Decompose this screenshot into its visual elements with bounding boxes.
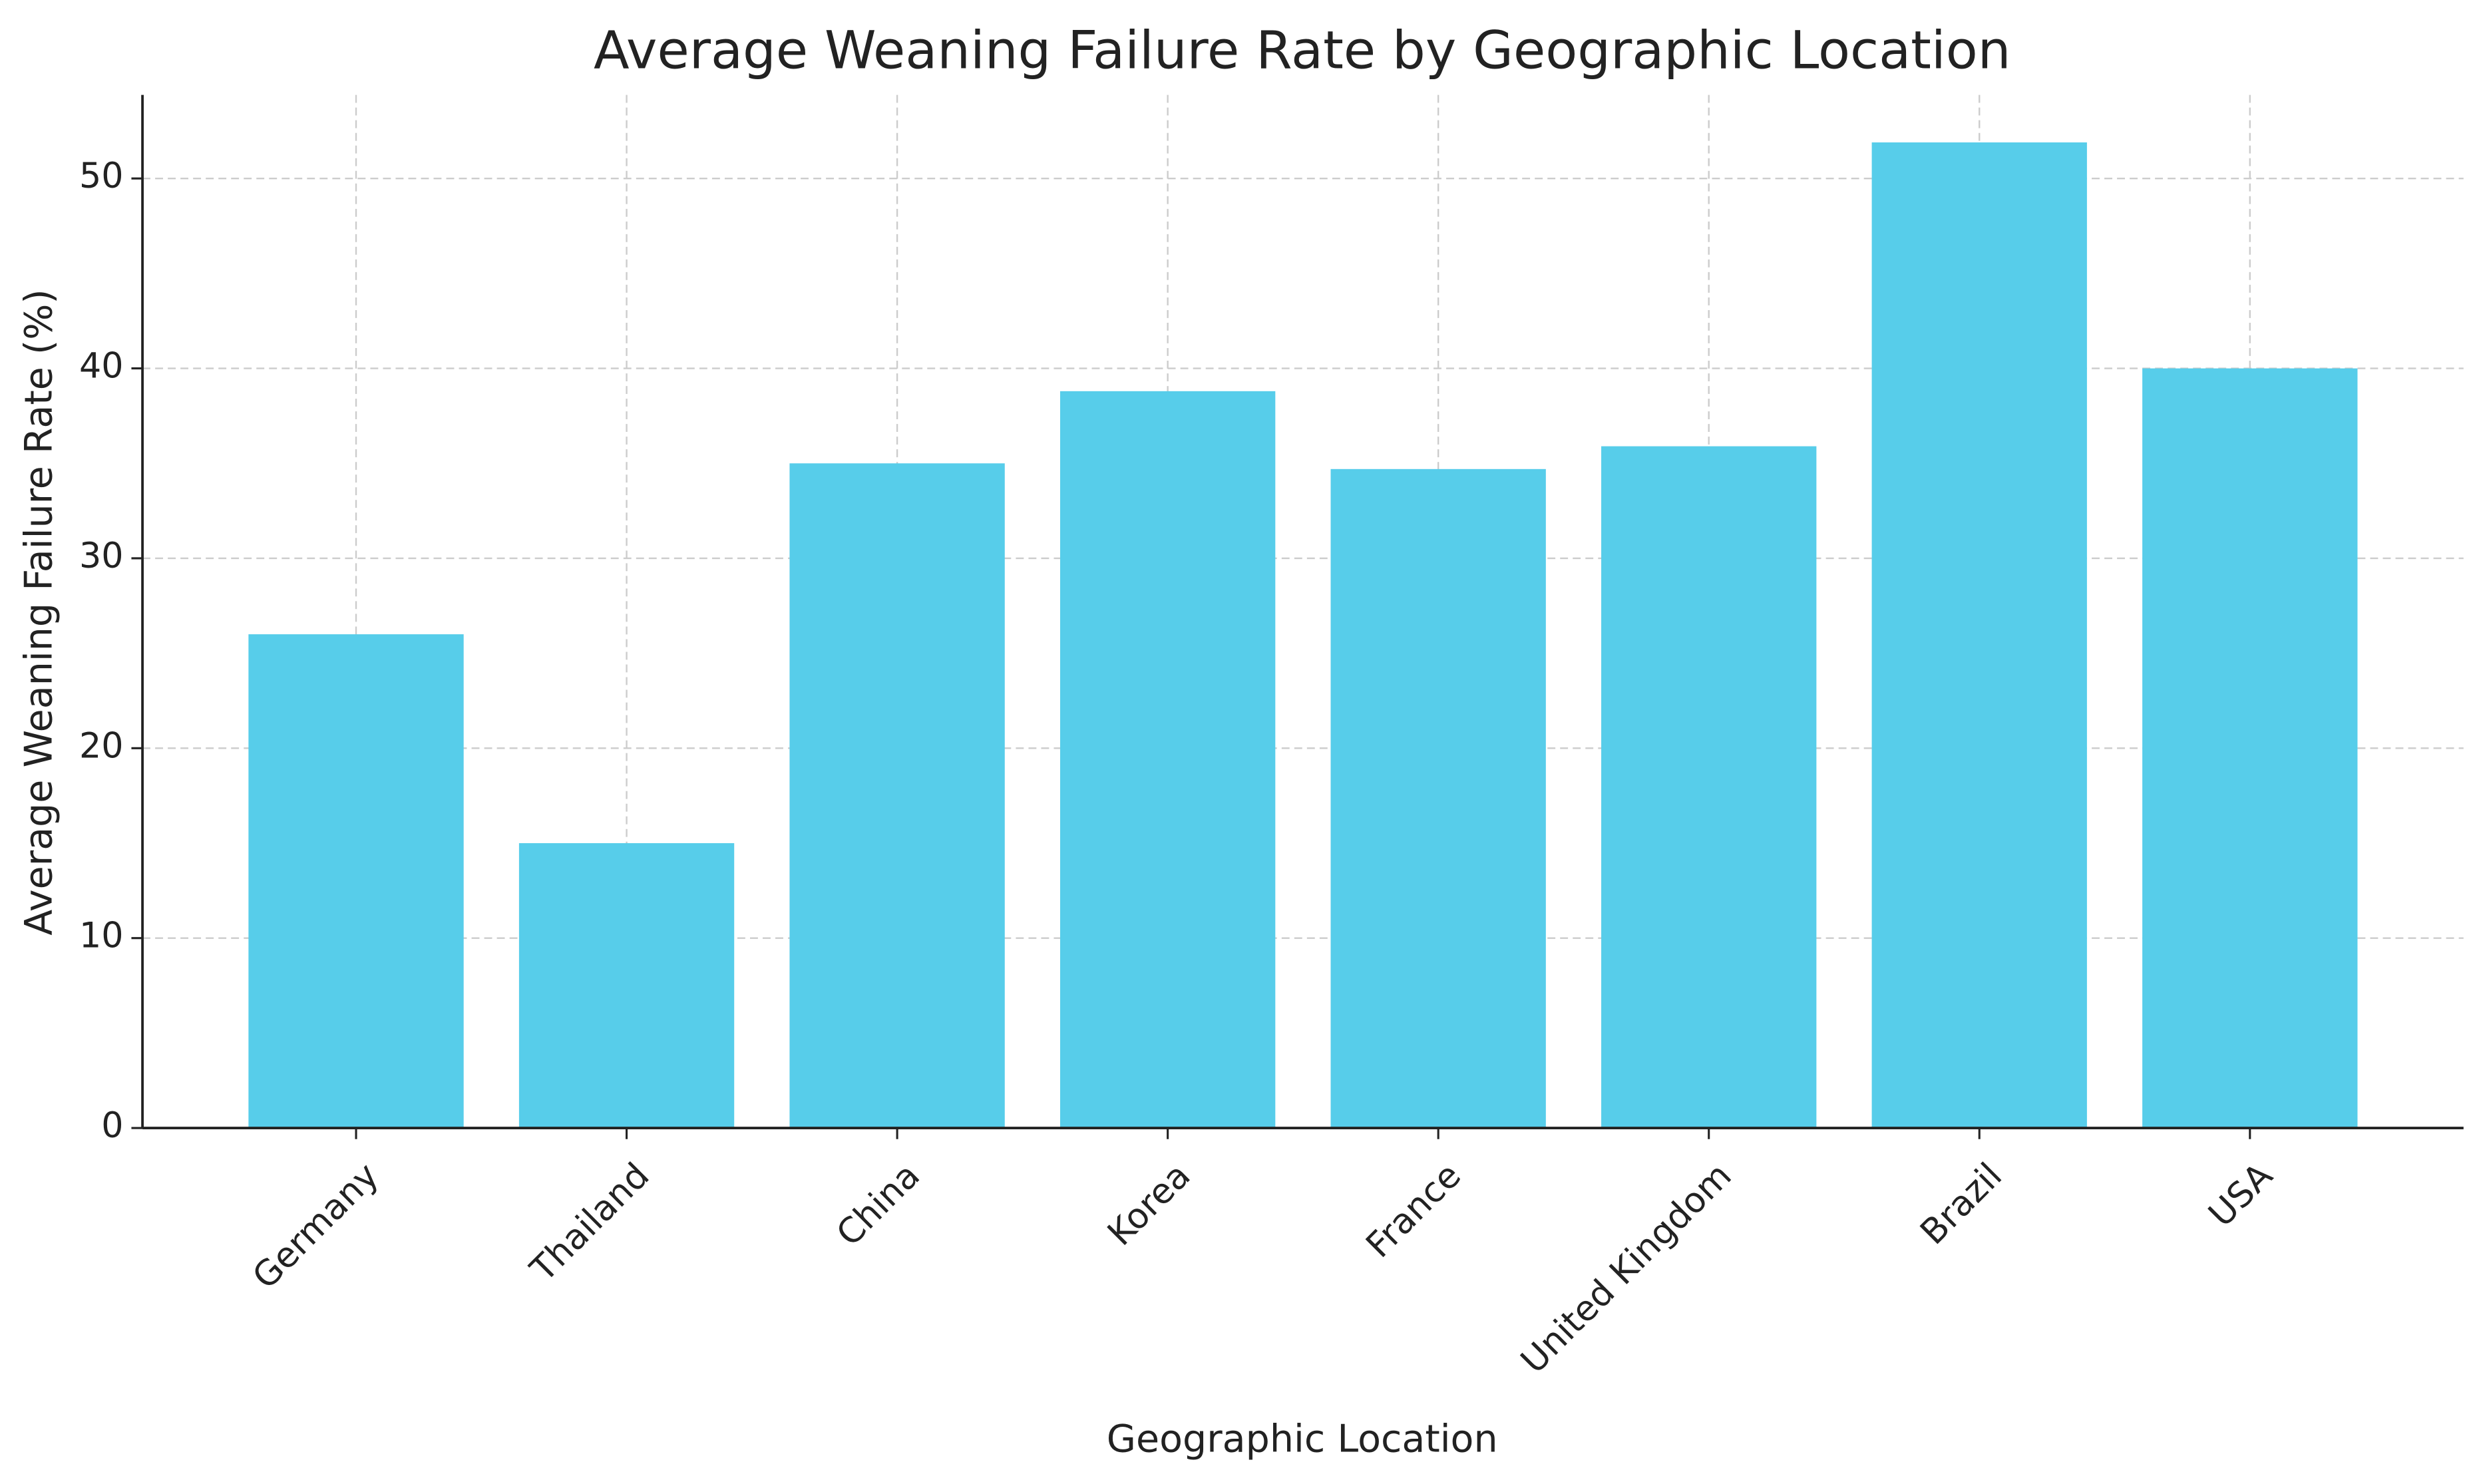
chart-title: Average Weaning Failure Rate by Geograph…	[594, 19, 2010, 81]
x-tick-label: Thailand	[522, 1155, 658, 1290]
bars	[248, 142, 2358, 1129]
x-tick-label: Korea	[1100, 1155, 1199, 1254]
x-tick-label: USA	[2201, 1155, 2281, 1235]
y-tick-label: 40	[79, 346, 124, 387]
grid	[142, 94, 2464, 1129]
y-tick-label: 20	[79, 725, 124, 766]
bar	[2142, 368, 2358, 1129]
y-tick-label: 0	[101, 1105, 123, 1146]
x-tick-label: Germany	[245, 1155, 387, 1297]
x-tick-label: Brazil	[1913, 1155, 2010, 1252]
y-tick-label: 50	[79, 156, 124, 196]
y-axis-label: Average Weaning Failure Rate (%)	[17, 289, 61, 936]
bar	[1059, 391, 1276, 1129]
bar	[1871, 142, 2087, 1129]
y-tick-label: 30	[79, 536, 124, 576]
x-axis-label: Geographic Location	[1107, 1417, 1498, 1461]
bar	[789, 463, 1005, 1129]
bar	[1601, 446, 1817, 1129]
bar	[518, 843, 735, 1129]
bar	[1330, 468, 1546, 1129]
y-tick-label: 10	[79, 916, 124, 956]
x-tick-label: China	[829, 1155, 928, 1254]
x-tick-label: France	[1358, 1155, 1469, 1266]
x-tick-label: United Kingdom	[1513, 1155, 1740, 1382]
bar	[248, 634, 464, 1129]
